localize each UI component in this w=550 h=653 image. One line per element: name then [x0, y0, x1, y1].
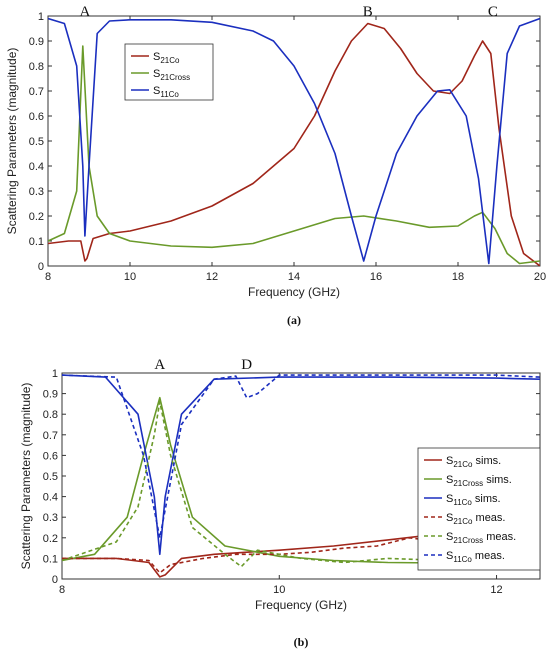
y-tick-label: 1	[52, 368, 58, 380]
annotation-c: C	[488, 4, 498, 20]
figure-caption: (a)	[287, 313, 301, 327]
x-tick-label: 10	[124, 271, 136, 283]
y-tick-label: 0.9	[29, 36, 44, 48]
x-tick-label: 8	[59, 584, 65, 596]
series-line-s21cross-meas-	[62, 401, 540, 568]
x-tick-label: 12	[206, 271, 218, 283]
legend-entry: S11Co meas.	[446, 550, 505, 564]
annotation-a: A	[79, 4, 90, 20]
y-axis-label: Scattering Parameters (magnitude)	[5, 48, 19, 235]
x-axis-label: Frequency (GHz)	[248, 285, 340, 299]
series-line-s21cross-sims-	[62, 396, 540, 565]
y-tick-label: 0.8	[29, 61, 44, 73]
y-tick-label: 0.8	[43, 409, 58, 421]
y-tick-label: 0.2	[29, 211, 44, 223]
y-tick-label: 0.7	[43, 430, 58, 442]
x-tick-label: 20	[534, 271, 546, 283]
series-line-s11co	[48, 17, 540, 265]
y-tick-label: 0.1	[29, 236, 44, 248]
y-tick-label: 0.4	[29, 161, 44, 173]
x-axis-label: Frequency (GHz)	[255, 598, 347, 612]
annotation-b: B	[363, 4, 373, 20]
series-line-s11co-sims-	[62, 374, 540, 556]
y-tick-label: 0.1	[43, 553, 58, 565]
legend-box	[417, 447, 541, 571]
x-tick-label: 16	[370, 271, 382, 283]
legend-entry: S21Cross meas.	[446, 531, 516, 545]
y-tick-label: 0.7	[29, 86, 44, 98]
y-tick-label: 0.5	[43, 471, 58, 483]
chart-a: 00.10.20.30.40.50.60.70.80.918 10 12 14 16 18…	[5, 4, 546, 327]
chart-b: 0 0.1 0.2 0.3 0.4 0.5 0.6 0.7 0.8 0.9 1 8 10 12 Freque…	[19, 357, 541, 649]
series-line-s21cross	[48, 45, 540, 265]
y-tick-label: 0.4	[43, 492, 58, 504]
series-line-s11co-meas-	[62, 374, 540, 539]
annotation-a: A	[154, 357, 165, 373]
legend-entry: S11Co sims.	[446, 493, 501, 507]
x-tick-label: 12	[490, 584, 502, 596]
legend-entry: S11Co	[153, 85, 179, 99]
y-tick-label: 0.3	[43, 512, 58, 524]
x-tick-label: 14	[288, 271, 300, 283]
y-tick-label: 0.3	[29, 186, 44, 198]
legend-entry: S21Co meas.	[446, 512, 505, 526]
y-tick-label: 0	[38, 261, 44, 273]
legend-entry: S21Cross	[153, 68, 190, 82]
y-tick-label: 0.6	[29, 111, 44, 123]
x-tick-label: 8	[45, 271, 51, 283]
x-tick-label: 18	[452, 271, 464, 283]
legend-entry: S21Co sims.	[446, 455, 501, 469]
y-tick-label: 1	[38, 11, 44, 23]
annotation-d: D	[241, 357, 252, 373]
series-line-s21co	[48, 22, 540, 266]
plot-frame	[47, 15, 541, 267]
y-tick-label: 0.5	[29, 136, 44, 148]
y-tick-label: 0	[52, 574, 58, 586]
legend-entry: S21Co	[153, 51, 180, 65]
y-axis-label: Scattering Parameters (magnitude)	[19, 383, 33, 570]
y-tick-label: 0.6	[43, 450, 58, 462]
y-tick-label: 0.2	[43, 533, 58, 545]
legend-entry: S21Cross sims.	[446, 474, 512, 488]
legend: S21Co sims. S21Cross sims. S11Co sims. S21C…	[417, 447, 541, 571]
y-tick-label: 0.9	[43, 389, 58, 401]
x-tick-label: 10	[273, 584, 285, 596]
figure-caption: (b)	[294, 635, 309, 649]
legend: S21Co S21Cross S11Co	[124, 43, 214, 101]
